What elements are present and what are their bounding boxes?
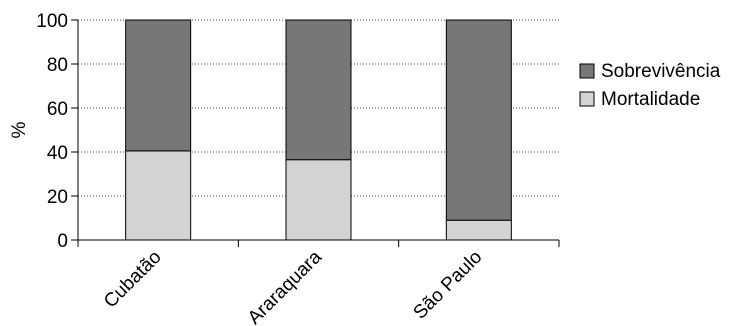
y-tick-label: 60 <box>47 99 68 120</box>
legend-swatch <box>579 63 595 79</box>
axes <box>77 20 559 241</box>
x-ticks: Cubatão Araraquara São Paulo <box>77 240 560 326</box>
y-tick-label: 80 <box>47 55 68 76</box>
legend-label: Sobrevivência <box>601 61 721 82</box>
y-tick-label: 0 <box>57 231 68 252</box>
y-tick-label: 100 <box>36 11 68 32</box>
y-tick-label: 40 <box>47 143 68 164</box>
x-tick-label: São Paulo <box>410 247 487 324</box>
y-axis-label: % <box>9 121 30 138</box>
y-tick-label: 20 <box>47 187 68 208</box>
legend-label: Mortalidade <box>601 89 700 110</box>
y-ticks: 0 20 40 60 80 100 <box>36 11 78 252</box>
bar-sobrevivência-1 <box>285 19 352 161</box>
legend: Sobrevivência Mortalidade <box>579 61 721 110</box>
bar-mortalidade-2 <box>445 219 512 241</box>
bars <box>125 19 512 241</box>
x-tick-label: Cubatão <box>100 247 166 313</box>
bar-mortalidade-1 <box>285 159 352 241</box>
bar-mortalidade-0 <box>125 150 192 241</box>
legend-swatch <box>579 91 595 107</box>
x-tick-label: Araraquara <box>244 246 326 326</box>
bar-sobrevivência-2 <box>445 19 512 221</box>
bar-sobrevivência-0 <box>125 19 192 152</box>
